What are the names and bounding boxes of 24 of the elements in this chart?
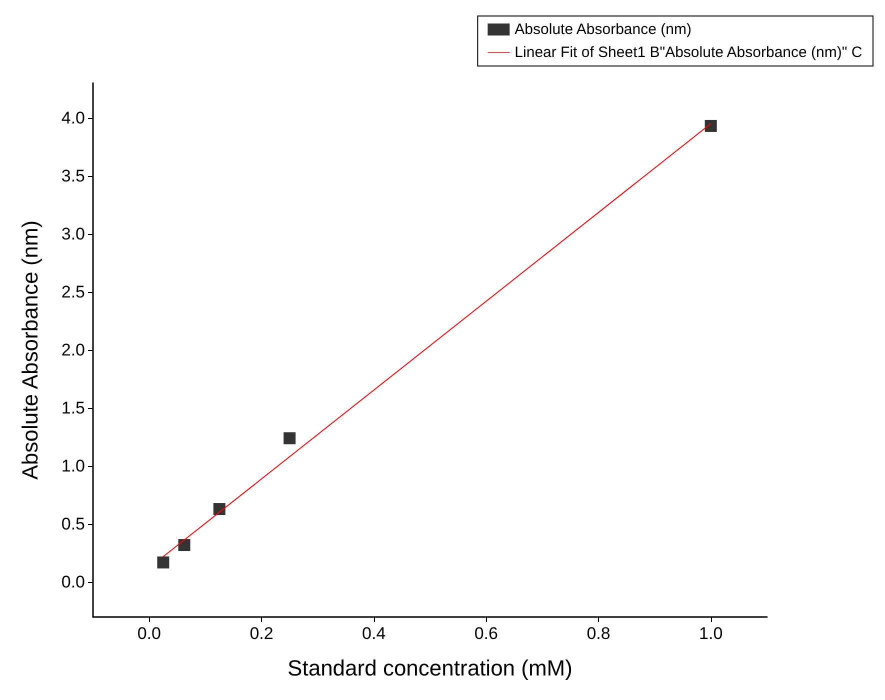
point <box>704 120 717 132</box>
x-axis-title: Standard concentration (mM) <box>288 656 572 680</box>
x-tick-label: 0.6 <box>474 624 498 643</box>
point <box>284 432 296 444</box>
x-tick-label: 1.0 <box>699 624 723 643</box>
y-axis-title: Absolute Absorbance (nm) <box>18 220 42 480</box>
legend-label: Linear Fit of Sheet1 B"Absolute Absorbance (nm)" C <box>514 44 862 61</box>
y-tick-label: 2.5 <box>61 282 85 302</box>
legend-label: Absolute Absorbance (nm) <box>514 21 692 38</box>
y-tick-label: 3.5 <box>61 166 85 186</box>
y-tick-label: 3.0 <box>61 224 85 244</box>
x-tick-label: 0.8 <box>586 624 610 643</box>
point <box>178 539 190 552</box>
point <box>157 556 170 568</box>
y-tick-label: 0.0 <box>61 572 85 592</box>
y-tick-label: 2.0 <box>61 340 85 360</box>
x-tick-label: 0.4 <box>362 624 386 643</box>
x-tick-label: 0.0 <box>137 624 161 643</box>
y-tick-label: 1.0 <box>61 456 85 476</box>
point <box>213 503 226 516</box>
y-tick-label: 1.5 <box>61 398 85 418</box>
x-tick-label: 0.2 <box>250 624 274 643</box>
y-tick-label: 0.5 <box>61 514 85 534</box>
y-tick-label: 4.0 <box>61 108 85 128</box>
